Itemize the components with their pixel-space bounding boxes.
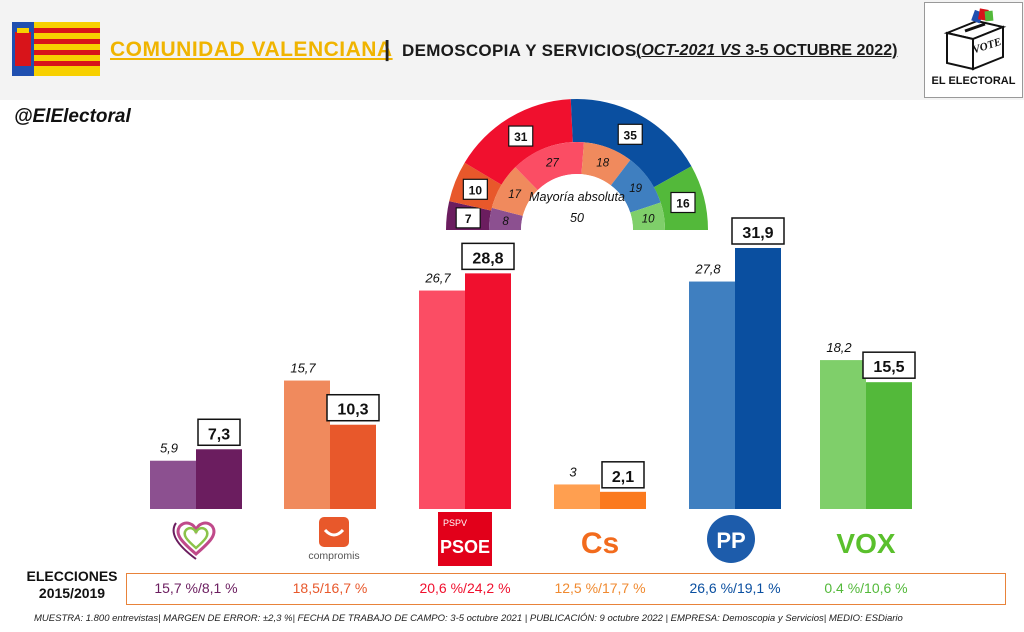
- seat-label-previous: 17: [508, 189, 521, 201]
- majority-value: 50: [570, 211, 584, 225]
- bar-previous: [554, 484, 600, 509]
- bar-previous: [419, 290, 465, 509]
- compromis-logo: compromis: [308, 517, 360, 562]
- unides-podem-logo: [172, 521, 216, 560]
- pollster-title: DEMOSCOPIA Y SERVICIOS: [402, 41, 637, 60]
- svg-text:compromis: compromis: [308, 550, 359, 562]
- bar-current: [866, 382, 912, 509]
- seats-previous-segment: [491, 167, 538, 216]
- election-result: 0.4 %/10,6 %: [824, 580, 908, 596]
- psoe-logo: PSPV PSOE: [438, 512, 492, 566]
- label-previous: 18,2: [826, 340, 852, 355]
- label-box: [601, 461, 645, 489]
- elections-label: ELECCIONES 2015/2019: [26, 568, 118, 601]
- pp-logo: PP: [707, 515, 755, 563]
- seat-label-previous: 19: [629, 183, 642, 195]
- seat-label: 31: [514, 130, 528, 144]
- bar-current: [196, 449, 242, 509]
- bar-group: 5,9 7,3 15,7 10,3 26,7 28,8 3 2,1 27,8 31,9 18,2 15…: [150, 217, 916, 509]
- election-result: 18,5/16,7 %: [292, 580, 368, 596]
- label-box: [461, 242, 515, 271]
- twitter-handle: @ElElectoral: [14, 106, 131, 127]
- label-current: 31,9: [742, 225, 773, 242]
- seats-previous-segment: [630, 202, 665, 230]
- poll-dates: (OCT-2021 VS 3-5 OCTUBRE 2022): [636, 42, 898, 59]
- seats-previous-segment: [515, 142, 584, 191]
- label-previous: 3: [569, 464, 577, 479]
- el-electoral-logo: VOTE EL ELECTORAL: [924, 2, 1023, 98]
- label-box: [731, 217, 785, 245]
- el-electoral-text: EL ELECTORAL: [931, 75, 1016, 87]
- valencian-flag: [12, 22, 100, 76]
- vox-logo: VOX: [836, 528, 895, 559]
- svg-text:Cs: Cs: [581, 527, 619, 560]
- label-previous: 5,9: [160, 441, 178, 456]
- majority-label: Mayoría absoluta: [529, 190, 625, 204]
- seat-box: [455, 207, 481, 229]
- election-result: 15,7 %/8,1 %: [154, 580, 238, 596]
- label-box: [197, 418, 241, 447]
- bar-current: [735, 248, 781, 509]
- hemicycle-center: [521, 174, 633, 286]
- svg-text:VOX: VOX: [836, 528, 895, 559]
- seat-label-previous: 27: [545, 157, 559, 169]
- header-band: [0, 0, 1024, 100]
- label-box: [862, 351, 916, 379]
- bar-previous: [284, 380, 330, 509]
- label-current: 7,3: [208, 426, 230, 443]
- label-current: 15,5: [873, 359, 904, 376]
- seat-box: [617, 123, 643, 145]
- bar-previous: [689, 281, 735, 509]
- label-current: 10,3: [337, 402, 368, 419]
- bar-previous: [820, 360, 866, 509]
- label-previous: 15,7: [290, 361, 316, 376]
- cs-logo: Cs: [581, 527, 619, 560]
- seat-label: 35: [624, 128, 638, 142]
- svg-text:PSPV: PSPV: [443, 518, 467, 528]
- bar-current: [330, 424, 376, 509]
- bar-current: [465, 273, 511, 509]
- label-previous: 26,7: [424, 271, 451, 286]
- election-result: 12,5 %/17,7 %: [554, 580, 646, 596]
- election-result: 20,6 %/24,2 %: [419, 580, 511, 596]
- label-current: 28,8: [472, 250, 503, 267]
- seats-previous-segment: [489, 207, 523, 230]
- svg-text:PSOE: PSOE: [440, 537, 490, 557]
- election-result: 26,6 %/19,1 %: [689, 580, 781, 596]
- seat-box: [508, 125, 534, 147]
- ballot-box-icon: VOTE: [943, 8, 1007, 71]
- bar-previous: [150, 460, 196, 509]
- svg-text:PP: PP: [716, 528, 745, 553]
- seat-label-previous: 10: [642, 214, 655, 226]
- region-title: COMUNIDAD VALENCIANA: [110, 38, 393, 61]
- elections-box: [126, 573, 1006, 605]
- bar-current: [600, 491, 646, 509]
- seats-previous-segment: [610, 159, 661, 213]
- hemicycle: 7 10 31 35 16 8 17 27 18 19 10: [446, 99, 708, 286]
- seat-label: 7: [465, 212, 472, 226]
- methodology-footer: MUESTRA: 1.800 entrevistas| MARGEN DE ER…: [34, 613, 903, 624]
- seat-label: 10: [469, 183, 483, 197]
- label-current: 2,1: [612, 469, 634, 486]
- seat-label-previous: 8: [502, 216, 509, 228]
- seat-label: 16: [676, 196, 690, 210]
- seat-label-previous: 18: [596, 158, 609, 170]
- seat-box: [462, 178, 488, 200]
- title-separator: |: [384, 36, 391, 61]
- seats-previous-segment: [581, 142, 631, 186]
- label-box: [326, 393, 380, 422]
- label-previous: 27,8: [694, 262, 721, 277]
- seat-box: [670, 191, 696, 214]
